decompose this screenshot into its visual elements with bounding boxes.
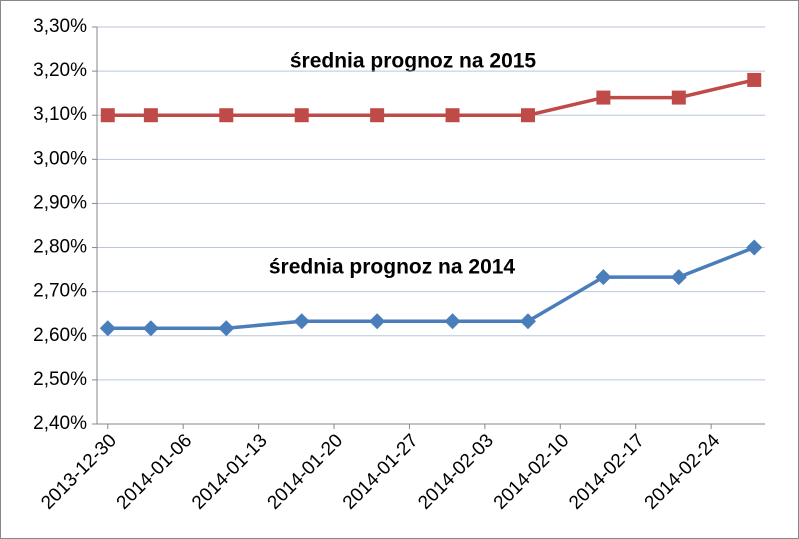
y-tick-label: 3,20% [33, 60, 87, 81]
y-tick-label: 3,10% [33, 104, 87, 125]
point [670, 269, 687, 286]
annotation: średnia prognoz na 2015 [290, 50, 537, 73]
y-tick-label: 2,50% [33, 369, 87, 390]
y-tick-label: 2,60% [33, 325, 87, 346]
point [671, 90, 686, 105]
point [219, 108, 234, 123]
line [107, 245, 755, 331]
y-tick-label: 2,40% [33, 413, 87, 434]
line [107, 78, 755, 117]
point [747, 72, 762, 87]
point [595, 269, 612, 286]
point [99, 320, 116, 337]
point [369, 313, 386, 330]
point [218, 320, 235, 337]
point [596, 90, 611, 105]
y-tick-label: 3,00% [33, 148, 87, 169]
point [293, 313, 310, 330]
y-tick-label: 3,30% [33, 16, 87, 37]
point [746, 239, 763, 256]
point [520, 108, 535, 123]
y-tick-label: 2,70% [33, 281, 87, 302]
annotation: średnia prognoz na 2014 [269, 256, 516, 279]
point [143, 108, 158, 123]
point [444, 313, 461, 330]
point [445, 108, 460, 123]
point [100, 108, 115, 123]
point [294, 108, 309, 123]
point [519, 313, 536, 330]
y-tick-label: 2,80% [33, 237, 87, 258]
y-tick-label: 2,90% [33, 192, 87, 213]
point [370, 108, 385, 123]
point [142, 320, 159, 337]
